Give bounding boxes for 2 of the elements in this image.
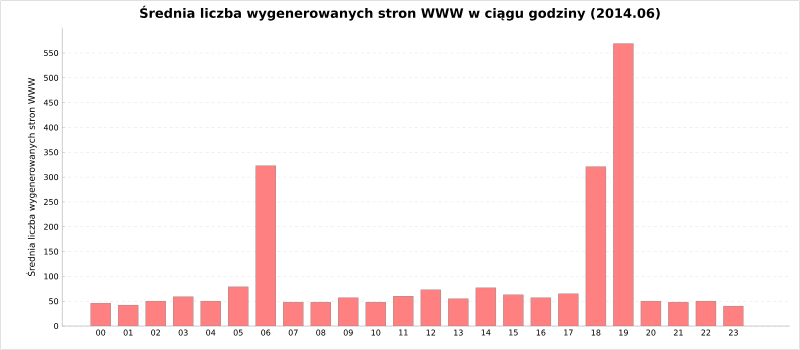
- chart-title: Średnia liczba wygenerowanych stron WWW w ciągu godziny (2014.06): [140, 6, 660, 20]
- y-axis-title: Średnia liczba wygenerowanych stron WWW: [26, 78, 37, 276]
